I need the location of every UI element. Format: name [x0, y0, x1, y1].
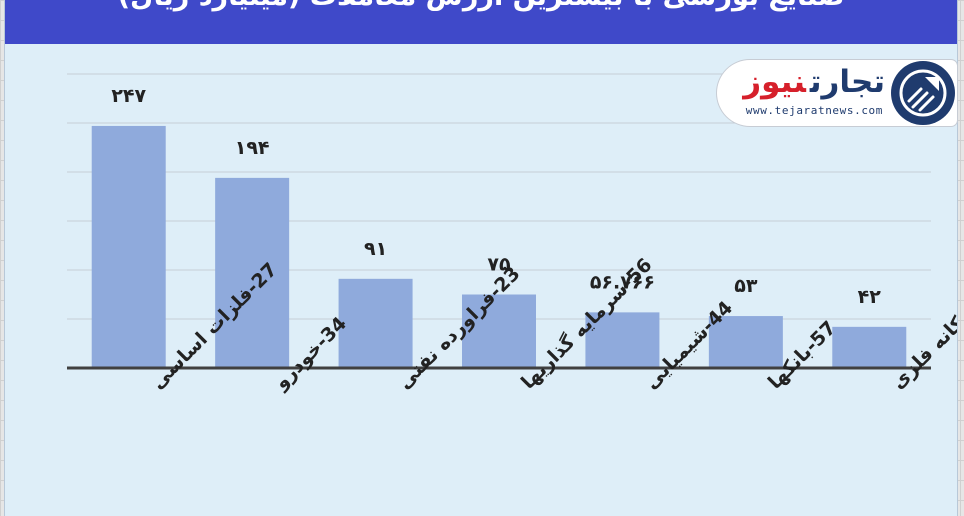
bar [215, 177, 290, 368]
tejaratnews-logo: تجارتنیوز www.tejaratnews.com [717, 60, 957, 126]
logo-wordmark: تجارتنیوز [743, 62, 885, 102]
logo-wordmark-part2: نیوز [743, 64, 806, 100]
data-label: ۵۳ [734, 275, 758, 297]
bar [832, 326, 907, 368]
chart-panel: صنایع بورسی با بیشترین ارزش معاملات (میل… [4, 0, 958, 516]
bars [91, 125, 907, 368]
data-label: ۴۲ [858, 286, 882, 308]
bar [585, 312, 660, 368]
title-banner: صنایع بورسی با بیشترین ارزش معاملات (میل… [5, 0, 957, 44]
logo-url: www.tejaratnews.com [745, 104, 883, 117]
chart-title: صنایع بورسی با بیشترین ارزش معاملات (میل… [5, 0, 957, 12]
bar [708, 316, 783, 368]
data-label: ۲۴۷ [111, 85, 146, 107]
data-label: ۷۵ [487, 254, 511, 276]
data-label: ۹۱ [364, 238, 387, 260]
bar [338, 278, 413, 368]
data-labels: ۲۴۷ ۱۹۴ ۹۱ ۷۵ ۵۶.۷۶۶ ۵۳ ۴۲ [111, 85, 881, 308]
data-label: ۵۶.۷۶۶ [590, 271, 655, 293]
logo-emblem-icon [891, 61, 955, 125]
bar [462, 294, 536, 368]
bar [91, 125, 166, 368]
data-label: ۱۹۴ [235, 137, 270, 159]
logo-wordmark-part1: تجارت [809, 64, 885, 100]
